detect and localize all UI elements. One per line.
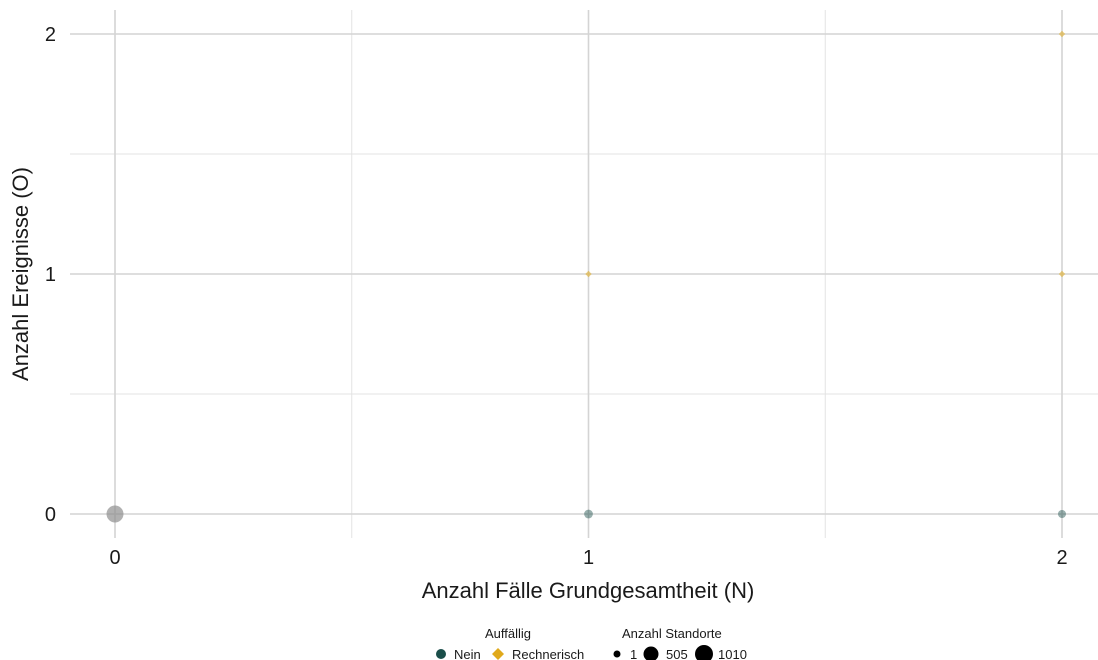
point-rechnerisch (1058, 270, 1066, 278)
data-points (106, 30, 1066, 523)
legend-color-title: Auffällig (485, 626, 531, 641)
legend-size-title: Anzahl Standorte (622, 626, 722, 641)
point-nein (106, 505, 124, 523)
legend-size-label-1010: 1010 (718, 647, 747, 660)
legend-size-key-1010 (695, 645, 713, 660)
grid-lines (70, 10, 1098, 538)
legend-size-key-1 (613, 650, 621, 658)
legend: Auffällig Nein Rechnerisch Anzahl Stando… (436, 626, 747, 660)
legend-size-label-505: 505 (666, 647, 688, 660)
point-nein (584, 509, 593, 519)
legend-label-nein: Nein (454, 647, 481, 660)
legend-size-key-505 (643, 646, 659, 660)
point-rechnerisch (1058, 30, 1066, 38)
legend-label-rechnerisch: Rechnerisch (512, 647, 584, 660)
x-axis-title: Anzahl Fälle Grundgesamtheit (N) (422, 578, 755, 603)
point-rechnerisch (585, 270, 592, 278)
legend-key-nein (436, 649, 446, 659)
x-tick-label: 2 (1056, 547, 1067, 569)
legend-size-label-1: 1 (630, 647, 637, 660)
legend-key-rechnerisch (492, 648, 504, 660)
y-tick-label: 0 (45, 504, 56, 526)
x-tick-label: 1 (583, 547, 594, 569)
tick-labels: 0 1 2 0 1 2 (45, 24, 1068, 569)
x-tick-label: 0 (109, 547, 120, 569)
y-axis-title: Anzahl Ereignisse (O) (8, 167, 33, 381)
y-tick-label: 2 (45, 24, 56, 46)
point-nein (1058, 510, 1066, 518)
y-tick-label: 1 (45, 264, 56, 286)
